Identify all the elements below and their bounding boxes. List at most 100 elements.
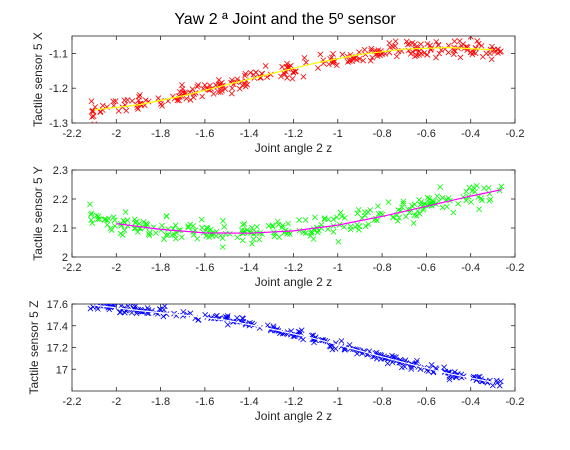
scatter-point [131,216,138,223]
scatter-point [275,221,282,228]
x-tick-label: -0.2 [506,262,525,274]
scatter-point [400,198,407,205]
scatter-point [315,65,321,71]
scatter-point [476,206,483,213]
x-tick-label: -0.6 [417,396,436,408]
scatter-point [412,53,418,60]
scatter-point [220,217,226,224]
scatter-point [433,38,440,45]
scatter-point [242,70,249,77]
y-axis-label: Tactile sensor 5 Z [27,300,41,394]
scatter-point [202,312,209,318]
scatter-point [87,201,93,208]
x-tick-label: -0.8 [373,128,392,140]
scatter-point [138,308,144,315]
scatter-point [251,322,257,328]
scatter-point [222,86,229,92]
scatter-point [342,346,348,353]
scatter-point [311,339,317,346]
scatter-point [104,221,111,228]
scatter-point [384,360,391,367]
scatter-point [242,72,248,79]
scatter-point [152,230,159,236]
scatter-point [187,221,194,228]
scatter-point [404,41,411,48]
scatter-point [494,46,501,53]
scatter-point [375,211,382,217]
scatter-point [87,305,94,312]
scatter-point [417,41,424,48]
scatter-point [341,224,348,230]
scatter-point [242,83,249,90]
scatter-point [303,59,309,66]
scatter-point [279,63,286,70]
scatter-point [457,54,464,61]
scatter-point [234,234,241,241]
scatter-point [115,108,122,114]
scatter-point [250,71,257,78]
scatter-point [107,225,114,232]
scatter-point [361,46,368,53]
scatter-point [352,224,359,231]
scatter-point [219,244,226,250]
scatter-point [284,60,290,67]
fit-line [94,46,493,111]
scatter-point [486,197,493,204]
scatter-point [161,304,168,310]
scatter-point [424,194,431,201]
x-tick-label: -2.2 [63,262,82,274]
scatter-point [92,104,99,110]
scatter-point [276,234,283,241]
scatter-point [407,51,414,57]
plot-area [88,36,504,123]
scatter-point [424,51,431,58]
scatter-point [144,305,151,311]
scatter-point [421,200,428,207]
x-tick-label: -1.8 [151,262,170,274]
scatter-point [253,223,260,230]
scatter-point [385,199,392,206]
scatter-point [165,226,172,233]
scatter-point [497,48,504,55]
scatter-point [159,103,165,109]
x-tick-label: -0.4 [461,396,480,408]
scatter-point [190,231,197,238]
scatter-point [180,312,186,319]
scatter-point [300,229,307,236]
scatter-point [472,50,479,57]
scatter-point [354,221,361,228]
scatter-point [493,377,500,384]
scatter-point [123,107,130,114]
scatter-point [297,329,303,335]
scatter-point [97,109,104,116]
y-tick-label: 17.2 [47,343,68,355]
scatter-point [463,197,469,204]
scatter-point [104,217,111,223]
scatter-point [392,38,399,45]
scatter-point [96,216,103,223]
scatter-point [194,83,201,90]
scatter-point [112,98,119,104]
y-tick-label: -1.3 [49,118,68,130]
scatter-point [450,51,457,58]
scatter-point [88,98,95,105]
scatter-point [203,224,210,231]
scatter-point [250,236,257,242]
scatter-point [433,54,439,61]
scatter-point [296,217,302,224]
scatter-point [362,223,369,229]
scatter-point [308,228,315,235]
scatter-point [228,90,235,97]
scatter-point [349,58,355,65]
scatter-point [189,86,196,92]
scatter-point [344,53,351,60]
scatter-point [390,214,396,221]
scatter-point [140,219,147,225]
figure-title: Yaw 2 ª Joint and the 5º sensor [174,11,396,28]
x-tick-label: -1.6 [195,396,214,408]
scatter-point [452,48,458,54]
scatter-point [194,235,201,242]
scatter-point [90,113,97,120]
scatter-point [312,214,318,221]
scatter-point [284,74,290,81]
